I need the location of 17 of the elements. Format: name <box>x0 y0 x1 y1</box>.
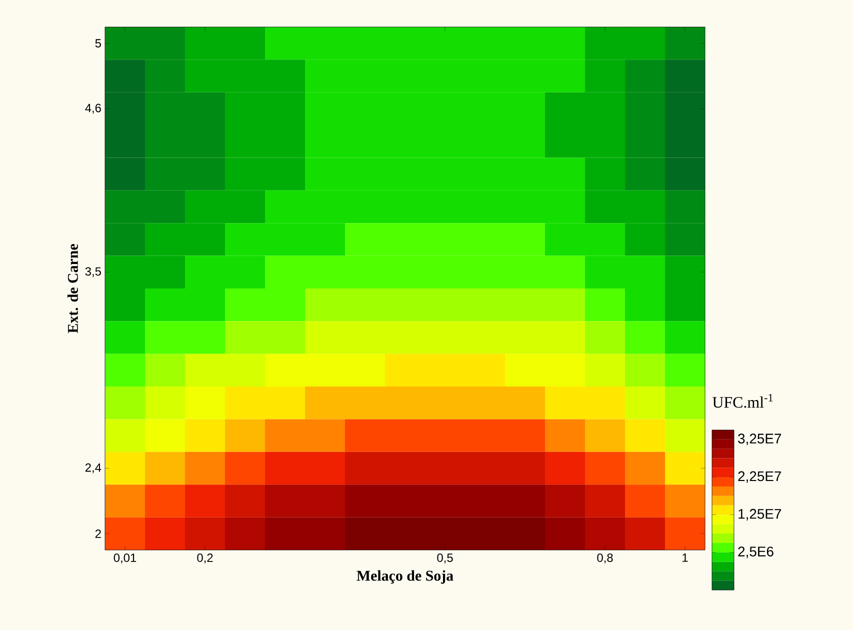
x-tick-label: 0,2 <box>197 554 213 564</box>
color-bar-label: 2,25E7 <box>738 471 782 483</box>
y-tick-label: 3,5 <box>85 267 101 278</box>
color-bar-label: 1,25E7 <box>738 508 782 520</box>
y-tick-label: 2,4 <box>85 463 102 474</box>
x-tick-label: 0,5 <box>437 554 453 564</box>
color-bar-title: UFC.ml$^{-1}$ <box>712 394 773 408</box>
y-tick-label: 4,6 <box>85 104 101 114</box>
color-bar-label: 2,5E6 <box>738 546 774 558</box>
y-tick-label: 5 <box>95 39 101 48</box>
x-tick-label: 0,01 <box>114 554 136 564</box>
y-tick-label: 2 <box>95 529 101 538</box>
x-axis-title: Melaço de Soja <box>356 570 454 584</box>
color-bar-label: 3,25E7 <box>738 434 782 446</box>
y-axis-title: Ext. de Carne <box>67 244 78 334</box>
x-tick-label: 1 <box>682 554 688 562</box>
x-tick-label: 0,8 <box>597 554 613 564</box>
